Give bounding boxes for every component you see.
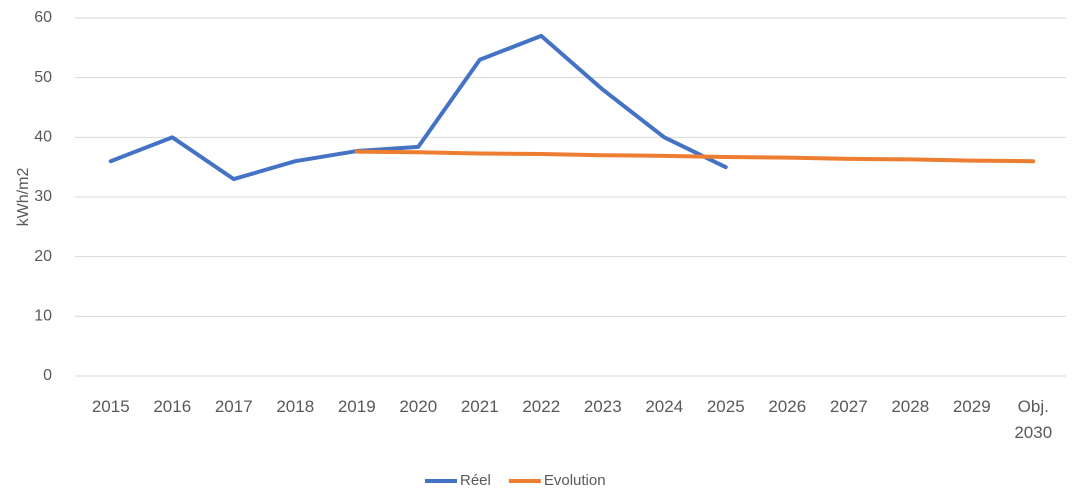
x-tick-label: 2023 [583,397,622,416]
y-tick-label: 0 [43,367,52,384]
series-line [108,33,728,182]
y-tick-label: 50 [34,69,52,86]
x-tick-label: 2029 [952,397,991,416]
y-tick-label: 20 [34,248,52,265]
x-tick-label: 2025 [706,397,745,416]
x-tick-label: 2020 [399,397,438,416]
x-tick-label: 2015 [91,397,130,416]
x-tick-label: 2017 [214,397,253,416]
y-tick-label: 10 [34,308,52,325]
x-tick-label: 2024 [645,397,684,416]
y-tick-label: 60 [34,9,52,26]
x-tick-label: 2027 [829,397,868,416]
y-tick-label: 40 [34,129,52,146]
y-tick-label: 30 [34,188,52,205]
x-tick-label: 2018 [276,397,315,416]
x-tick-label: 2022 [522,397,561,416]
x-tick-label: Obj. 2030 [1014,397,1053,442]
x-tick-label: 2019 [337,397,376,416]
x-tick-label: 2021 [460,397,499,416]
legend-label: Réel [460,472,491,489]
x-tick-label: 2026 [768,397,807,416]
x-tick-label: 2028 [891,397,930,416]
x-tick-label: 2016 [153,397,192,416]
y-axis-label: kWh/m2 [15,168,32,227]
legend-label: Evolution [544,472,606,489]
series-line [354,149,1036,164]
